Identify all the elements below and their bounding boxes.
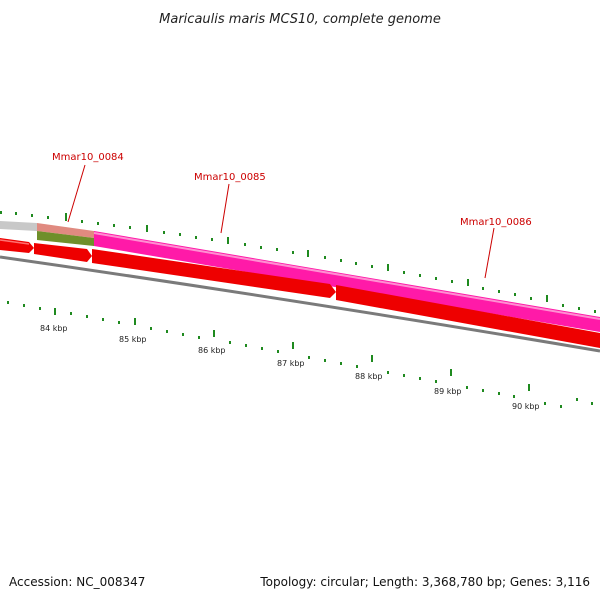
feature-salmon[interactable] [37,223,94,238]
feature-grey[interactable] [0,221,37,231]
scale-labels: 84 kbp 85 kbp 86 kbp 87 kbp 88 kbp 89 kb… [40,324,540,411]
gene-Mmar10_0086[interactable] [92,249,336,298]
forward-strand-track [0,221,600,332]
scale-label: 87 kbp [277,359,305,368]
inner-tick-row [7,301,593,408]
scale-label: 84 kbp [40,324,68,333]
outer-tick-row [0,211,596,313]
gene-reverse-2[interactable] [34,243,92,262]
gene-label[interactable]: Mmar10_0084 [52,152,124,163]
gene-label[interactable]: Mmar10_0086 [460,217,532,228]
leader-line [220,183,230,234]
scale-label: 85 kbp [119,335,147,344]
gene-reverse-4[interactable] [336,285,600,348]
scale-label: 88 kbp [355,372,383,381]
scale-label: 86 kbp [198,346,226,355]
scale-label: 89 kbp [434,387,462,396]
map-title: Maricaulis maris MCS10, complete genome [159,12,441,27]
gene-labels: Mmar10_0084 Mmar10_0085 Mmar10_0086 [52,152,532,279]
scale-label: 90 kbp [512,402,540,411]
genome-backbone [0,255,600,353]
accession-text: Accession: NC_008347 [9,575,145,589]
leader-line [67,164,86,223]
genome-summary-text: Topology: circular; Length: 3,368,780 bp… [259,575,590,589]
feature-rna[interactable] [37,231,94,246]
gene-label[interactable]: Mmar10_0085 [194,172,266,183]
leader-line [484,227,495,279]
gene-Mmar10_0085[interactable] [94,231,600,332]
reverse-strand-track [0,238,600,348]
